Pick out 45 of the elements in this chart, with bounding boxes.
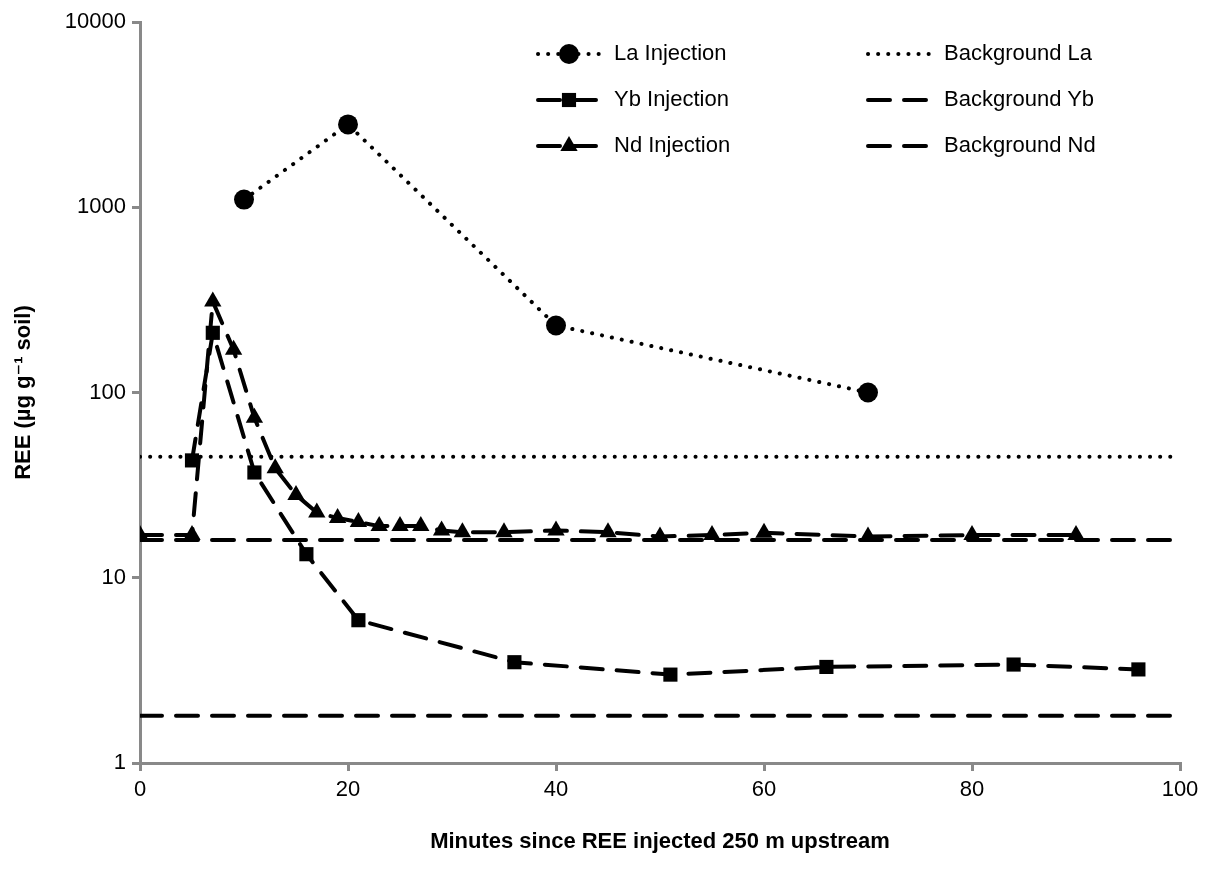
point — [370, 516, 388, 532]
y-tick-label: 1000 — [77, 193, 126, 219]
point — [204, 291, 222, 307]
point — [755, 522, 773, 538]
point — [599, 522, 617, 538]
point — [205, 325, 220, 340]
point — [858, 382, 878, 403]
y-tick-label: 100 — [89, 378, 126, 404]
y-axis-title: REE (µg g⁻¹ soil) — [10, 305, 36, 480]
legend-label: Background Yb — [944, 86, 1095, 112]
point — [703, 525, 721, 541]
point — [245, 407, 264, 423]
legend-label: Background La — [944, 40, 1093, 66]
x-axis-title: Minutes since REE injected 250 m upstream — [430, 828, 890, 854]
point — [391, 516, 409, 532]
y-tick-label: 1 — [113, 749, 126, 775]
x-tick-label: 80 — [959, 776, 985, 802]
point — [453, 522, 472, 538]
point — [432, 520, 451, 536]
y-tick-label: 10 — [101, 563, 126, 589]
y-tick-label: 10000 — [64, 8, 126, 34]
point — [338, 114, 358, 135]
point — [328, 508, 347, 524]
point — [234, 189, 254, 210]
x-tick-label: 20 — [335, 776, 361, 802]
x-tick-label: 0 — [133, 776, 147, 802]
x-tick-label: 100 — [1161, 776, 1199, 802]
legend-label: Background Nd — [944, 132, 1096, 158]
point — [183, 525, 201, 541]
point — [266, 458, 284, 474]
legend-label: Yb Injection — [614, 86, 729, 112]
point — [963, 525, 981, 541]
legend-label: Nd Injection — [614, 132, 731, 158]
x-tick-label: 40 — [543, 776, 569, 802]
point — [287, 484, 305, 500]
point — [224, 339, 243, 355]
point — [546, 315, 566, 336]
point — [412, 516, 430, 532]
point — [349, 511, 368, 527]
point — [308, 502, 326, 518]
legend-label: La Injection — [614, 40, 727, 66]
x-tick-label: 60 — [751, 776, 777, 802]
point — [1067, 525, 1085, 541]
point — [547, 520, 565, 536]
point — [495, 522, 513, 538]
